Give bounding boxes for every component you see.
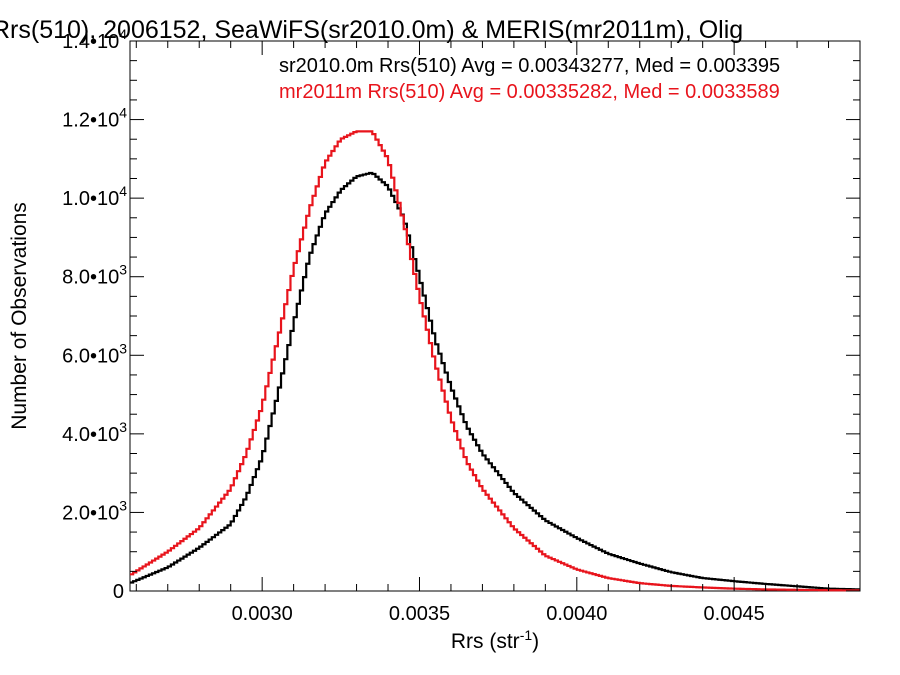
x-tick-label: 0.0045 (704, 603, 765, 625)
ticks-layer: 0.0030 0.0035 0.0040 0.0045 0 2.0•103 4.0•103 6… (62, 26, 861, 625)
x-tick-label: 0.0040 (546, 603, 607, 625)
chart-title: Rrs(510), 2006152, SeaWiFS(sr2010.0m) & … (0, 16, 743, 44)
y-tick-label: 1.4•104 (62, 26, 127, 53)
y-tick-label: 8.0•103 (62, 262, 127, 289)
series-layer (130, 130, 860, 592)
legend-annotation-sr2010: sr2010.0m Rrs(510) Avg = 0.00343277, Med… (279, 55, 780, 77)
y-tick-label: 4.0•103 (62, 419, 127, 446)
series-line-sr2010-0m (130, 171, 860, 591)
legend-annotation-mr2011m: mr2011m Rrs(510) Avg = 0.00335282, Med =… (279, 81, 780, 103)
y-tick-label: 1.0•104 (62, 183, 127, 210)
y-tick-label: 0 (113, 581, 124, 603)
x-tick-label: 0.0030 (232, 603, 293, 625)
y-tick-label: 2.0•103 (62, 497, 127, 524)
series-line-mr2011m (130, 130, 860, 592)
x-axis-title-sup: -1 (520, 627, 533, 643)
x-tick-label: 0.0035 (389, 603, 450, 625)
x-axis-title-text: Rrs (str (451, 630, 520, 653)
y-tick-label: 1.2•104 (62, 105, 127, 132)
y-tick-label: 6.0•103 (62, 340, 127, 367)
x-axis-title-tail: ) (532, 630, 539, 653)
y-axis-title: Number of Observations (8, 202, 31, 430)
x-axis-title: Rrs (str-1) (451, 627, 539, 653)
